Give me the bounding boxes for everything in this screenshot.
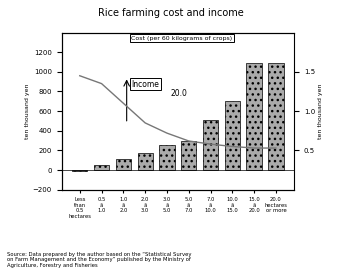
Y-axis label: ten thousand yen: ten thousand yen: [318, 83, 323, 139]
Text: 20.0: 20.0: [171, 89, 188, 98]
Bar: [268, 63, 284, 170]
Bar: [159, 146, 174, 170]
Bar: [203, 120, 218, 170]
Bar: [181, 141, 196, 170]
Bar: [225, 101, 240, 170]
Bar: [247, 63, 262, 170]
Text: Source: Data prepared by the author based on the “Statistical Survey
on Farm Man: Source: Data prepared by the author base…: [7, 252, 191, 268]
Bar: [116, 159, 131, 170]
Bar: [94, 165, 109, 170]
Text: Cost (per 60 kilograms of crops): Cost (per 60 kilograms of crops): [131, 36, 233, 41]
Y-axis label: ten thousand yen: ten thousand yen: [25, 83, 30, 139]
Text: Rice farming cost and income: Rice farming cost and income: [98, 8, 244, 18]
Bar: [137, 153, 153, 170]
Text: Income: Income: [131, 80, 159, 89]
